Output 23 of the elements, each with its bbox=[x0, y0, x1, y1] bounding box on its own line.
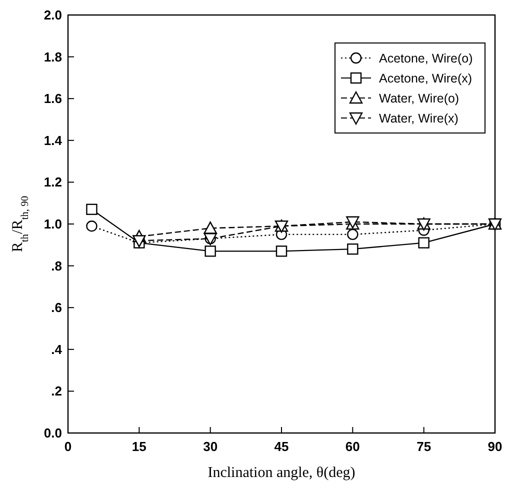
x-tick-label: 0 bbox=[64, 439, 72, 454]
x-tick-label: 15 bbox=[132, 439, 146, 454]
legend-label: Water, Wire(x) bbox=[379, 112, 458, 126]
y-tick-label: .2 bbox=[51, 384, 62, 399]
y-tick-label: 1.8 bbox=[44, 49, 62, 64]
y-tick-label: 1.4 bbox=[44, 132, 63, 148]
x-tick-label: 45 bbox=[274, 439, 289, 454]
legend-label: Water, Wire(o) bbox=[379, 92, 460, 106]
legend-label: Acetone, Wire(x) bbox=[379, 72, 472, 86]
y-tick-label: .8 bbox=[51, 258, 62, 274]
x-axis-title: Inclination angle, θ(deg) bbox=[208, 465, 356, 481]
y-tick-label: .6 bbox=[51, 300, 62, 316]
x-tick-label: 30 bbox=[203, 439, 218, 454]
y-tick-label: .4 bbox=[51, 342, 63, 357]
y-tick-label: 1.0 bbox=[44, 216, 62, 232]
y-tick-label: 1.6 bbox=[44, 91, 62, 106]
legend-label: Acetone, Wire(o) bbox=[379, 52, 473, 66]
x-tick-label: 60 bbox=[345, 439, 360, 454]
y-tick-label: 1.2 bbox=[44, 174, 62, 190]
y-tick-label: 0.0 bbox=[44, 426, 62, 440]
x-tick-label: 75 bbox=[416, 439, 432, 454]
y-tick-label: 2.0 bbox=[44, 8, 62, 22]
x-tick-label: 90 bbox=[488, 439, 502, 454]
